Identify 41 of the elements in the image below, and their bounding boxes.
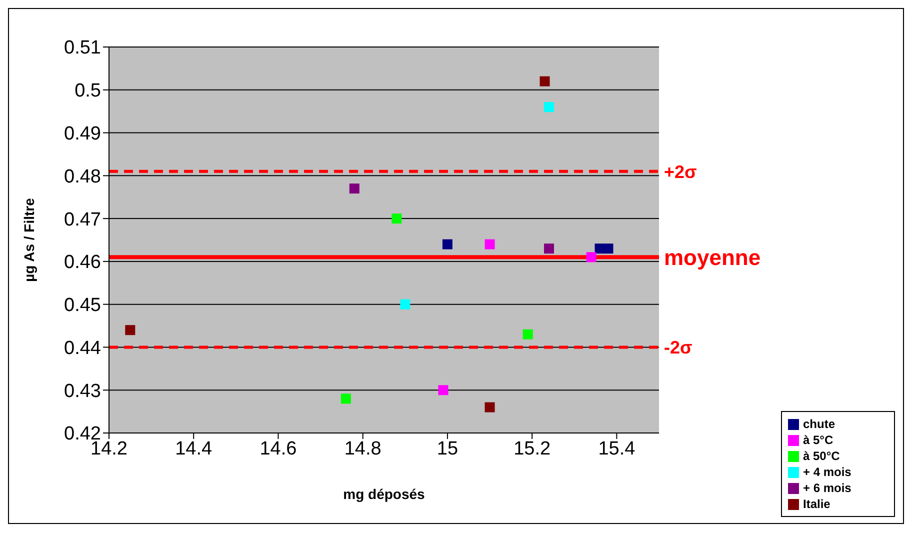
legend-label: + 6 mois (803, 481, 852, 495)
y-tick-label: 0.45 (64, 295, 101, 316)
y-tick-label: 0.51 (64, 38, 101, 59)
x-tick-label: 15.2 (514, 438, 551, 460)
legend-label: + 4 mois (803, 465, 852, 479)
point (125, 325, 136, 336)
legend-label: à 50°C (803, 449, 840, 463)
point (586, 252, 596, 262)
x-tick-label: 14.8 (344, 438, 382, 460)
y-tick-label: 0.43 (64, 380, 101, 402)
point (438, 385, 448, 396)
point (544, 244, 554, 254)
ref-line-label: moyenne (664, 244, 761, 270)
point (544, 102, 554, 112)
point (484, 239, 495, 250)
point (340, 394, 351, 404)
ref-line-label: -2σ (664, 338, 692, 358)
legend-label: Italie (803, 497, 830, 511)
point (540, 76, 550, 86)
y-tick-label: 0.49 (64, 124, 101, 145)
x-tick-label: 15 (436, 438, 458, 460)
y-tick-label: 0.48 (64, 166, 101, 188)
legend-label: à 5°C (803, 433, 834, 447)
x-tick-label: 14.6 (260, 438, 297, 460)
legend-label: chute (803, 417, 836, 431)
ref-line-label: +2σ (664, 162, 697, 182)
y-tick-label: 0.47 (64, 209, 101, 230)
y-axis-title: µg As / Filtre (20, 198, 37, 282)
point (442, 239, 452, 250)
y-tick-label: 0.5 (74, 80, 101, 102)
point (522, 329, 533, 340)
point (603, 244, 614, 254)
x-tick-label: 15.4 (598, 438, 636, 460)
point (484, 402, 495, 412)
y-tick-label: 0.46 (64, 252, 101, 274)
point (392, 214, 402, 224)
x-tick-label: 14.4 (175, 438, 213, 460)
point (349, 184, 360, 194)
y-tick-label: 0.44 (64, 338, 102, 359)
x-axis-title: mg déposés (343, 486, 426, 502)
point (400, 299, 410, 310)
